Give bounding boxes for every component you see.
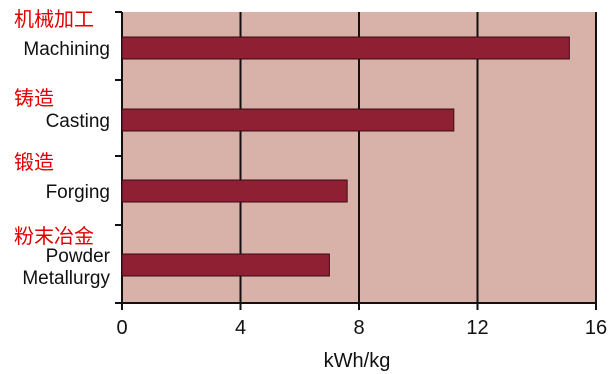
x-axis-title: kWh/kg (324, 350, 391, 372)
x-tick-label: 8 (353, 317, 364, 339)
x-tick-label: 16 (585, 317, 607, 339)
bar (121, 108, 455, 132)
category-label-chinese: 机械加工 (14, 7, 94, 31)
bars-group (121, 36, 570, 277)
category-label: Powder (46, 246, 111, 267)
category-label-chinese: 铸造 (14, 86, 54, 110)
bar (121, 36, 570, 60)
category-label-chinese: 锻造 (14, 150, 54, 174)
category-label-chinese: 粉末冶金 (14, 224, 94, 248)
category-label: Metallurgy (22, 268, 110, 289)
category-label: Forging (46, 182, 110, 203)
bar (121, 179, 348, 203)
bar (121, 253, 330, 277)
category-label: Machining (23, 39, 110, 60)
x-axis-ticks-group: 0 4 8 12 16 (116, 303, 607, 339)
category-label: Casting (46, 111, 110, 132)
x-tick-label: 0 (116, 317, 127, 339)
x-tick-label: 12 (466, 317, 488, 339)
x-tick-label: 4 (235, 317, 246, 339)
